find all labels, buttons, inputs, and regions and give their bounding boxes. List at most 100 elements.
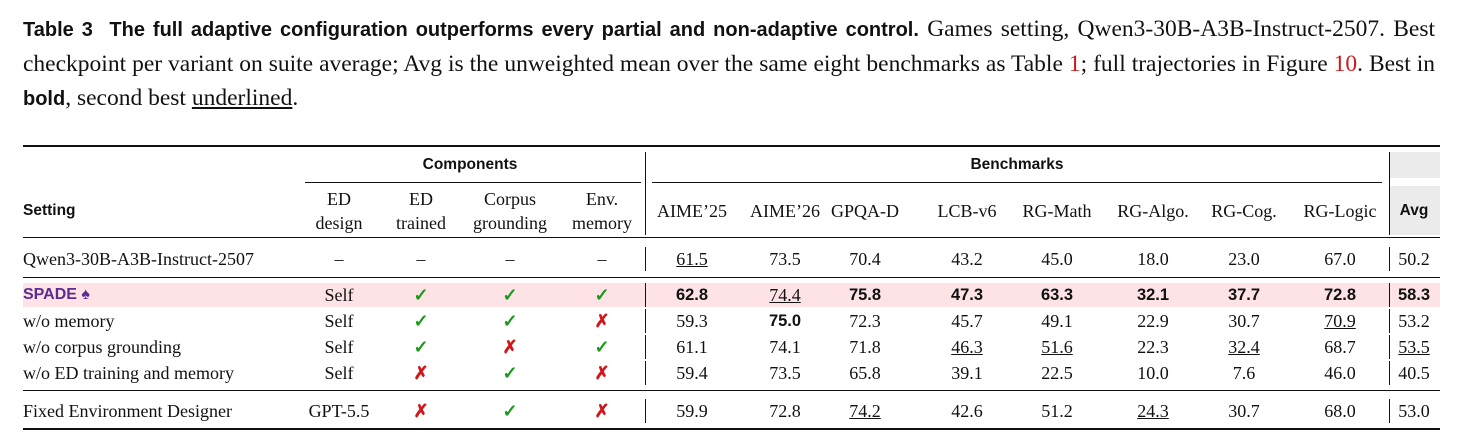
setting-header: Setting [23, 202, 76, 219]
score-cell: 7.6 [1232, 363, 1256, 383]
setting-cell: w/o corpus grounding [23, 337, 181, 357]
score-cell: 68.0 [1324, 401, 1356, 421]
avg-cell: 53.5 [1398, 337, 1430, 357]
avg-cell: 40.5 [1398, 363, 1430, 383]
ed-design-cell: Self [324, 285, 354, 305]
score-cell: 46.0 [1324, 363, 1356, 383]
rule [652, 182, 1382, 183]
ed-design-cell: Self [324, 311, 354, 331]
figure-ref: 10 [1333, 51, 1358, 77]
group-header: Components [422, 156, 518, 173]
score-cell: 30.7 [1228, 401, 1260, 421]
score-cell: 73.5 [769, 363, 801, 383]
score-cell: 47.3 [950, 286, 984, 304]
rule [645, 399, 646, 423]
component-cell: ✗ [594, 401, 610, 421]
column-header: grounding [473, 213, 547, 233]
column-header: ED [327, 189, 351, 209]
score-cell: 70.9 [1324, 311, 1356, 331]
score-cell: 45.7 [951, 311, 983, 331]
component-cell: – [505, 249, 515, 269]
rule [1389, 335, 1390, 359]
score-cell: 23.0 [1228, 249, 1260, 269]
rule [23, 277, 1440, 278]
score-cell: 24.3 [1137, 401, 1169, 421]
component-cell: ✓ [413, 337, 429, 357]
component-cell: ✓ [413, 285, 429, 305]
bold-word: bold [23, 88, 66, 110]
score-cell: 51.6 [1041, 337, 1073, 357]
caption-text: Games setting, Qwen3-30B-A3B-Instruct-25… [23, 16, 1436, 77]
component-cell: ✗ [413, 401, 429, 421]
caption-text: . [292, 85, 299, 111]
ed-design-cell: Self [324, 337, 354, 357]
column-header: RG-Algo. [1117, 201, 1189, 221]
column-header: AIME’25 [657, 201, 727, 221]
column-header: memory [572, 213, 632, 233]
component-cell: ✗ [413, 363, 429, 383]
score-cell: 59.4 [676, 363, 708, 383]
component-cell: ✓ [502, 285, 518, 305]
component-cell: ✓ [594, 285, 610, 305]
score-cell: 63.3 [1040, 286, 1074, 304]
rule [1389, 283, 1390, 307]
score-cell: 46.3 [951, 337, 983, 357]
score-cell: 62.8 [675, 286, 709, 304]
score-cell: 61.5 [676, 249, 708, 269]
score-cell: 75.8 [848, 286, 882, 304]
column-header: Avg [1399, 202, 1429, 219]
avg-cell: 58.3 [1397, 286, 1431, 304]
column-header: GPQA-D [830, 201, 899, 221]
score-cell: 59.9 [676, 401, 708, 421]
ed-design-cell: GPT-5.5 [308, 401, 370, 421]
score-cell: 72.8 [769, 401, 801, 421]
score-cell: 49.1 [1041, 311, 1073, 331]
component-cell: ✗ [594, 363, 610, 383]
avg-header-bg [1390, 186, 1440, 235]
setting-cell: Qwen3-30B-A3B-Instruct-2507 [23, 249, 254, 269]
score-cell: 32.1 [1136, 286, 1170, 304]
ed-design-cell: – [334, 249, 344, 269]
column-header: trained [396, 213, 446, 233]
component-cell: ✗ [594, 311, 610, 331]
setting-cell: w/o ED training and memory [23, 363, 234, 383]
score-cell: 18.0 [1137, 249, 1169, 269]
score-cell: 67.0 [1324, 249, 1356, 269]
caption-text: . Best in [1357, 51, 1435, 77]
rule [645, 335, 646, 359]
rule [1389, 399, 1390, 423]
component-cell: ✗ [502, 337, 518, 357]
column-header: RG-Logic [1303, 201, 1377, 221]
setting-cell: Fixed Environment Designer [23, 401, 232, 421]
column-header: design [315, 213, 363, 233]
score-cell: 75.0 [768, 312, 802, 330]
avg-cell: 50.2 [1398, 249, 1430, 269]
rule [645, 361, 646, 385]
score-cell: 72.8 [1323, 286, 1357, 304]
score-cell: 59.3 [676, 311, 708, 331]
rule [23, 390, 1440, 391]
score-cell: 71.8 [849, 337, 881, 357]
component-cell: ✓ [413, 311, 429, 331]
rule [645, 247, 646, 271]
row-highlight [23, 283, 1440, 307]
rule [23, 145, 1440, 147]
score-cell: 74.1 [769, 337, 801, 357]
rule [1389, 152, 1390, 235]
score-cell: 22.3 [1137, 337, 1169, 357]
rule [645, 283, 646, 307]
caption-heading: The full adaptive configuration outperfo… [109, 19, 919, 41]
score-cell: 65.8 [849, 363, 881, 383]
setting-cell: w/o memory [23, 311, 115, 331]
score-cell: 42.6 [951, 401, 983, 421]
score-cell: 43.2 [951, 249, 983, 269]
score-cell: 72.3 [849, 311, 881, 331]
caption-text: , second best [65, 85, 192, 111]
score-cell: 74.4 [769, 285, 801, 305]
setting-cell: SPADE ♠ [23, 286, 90, 303]
score-cell: 22.9 [1137, 311, 1169, 331]
caption: Table 3 The full adaptive configuration … [23, 12, 1435, 116]
score-cell: 39.1 [951, 363, 983, 383]
score-cell: 10.0 [1137, 363, 1169, 383]
